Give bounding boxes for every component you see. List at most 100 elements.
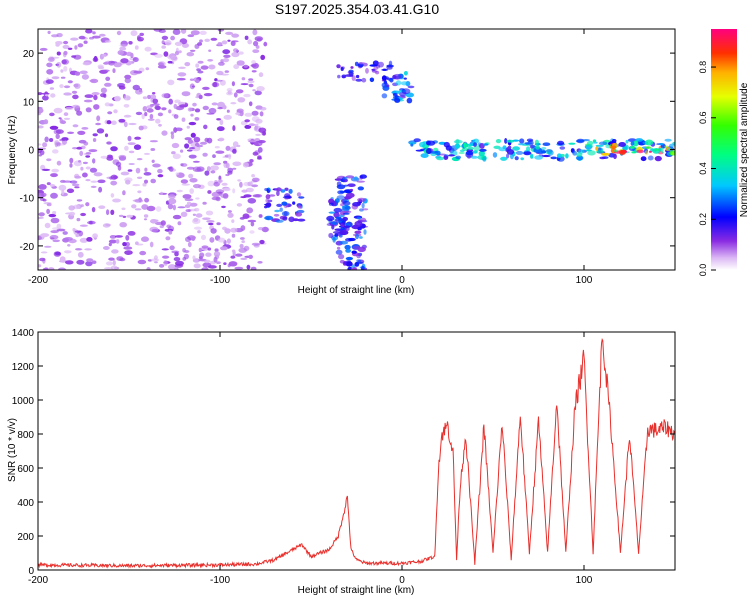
y-tick-label: 10 xyxy=(23,97,35,108)
y-tick-label: 0 xyxy=(28,566,34,577)
spectrogram-cell xyxy=(50,217,60,224)
spectrogram-cell xyxy=(58,267,66,270)
spectrogram-cell xyxy=(81,126,89,130)
spectrogram-cell xyxy=(493,145,501,149)
spectrogram-cell xyxy=(259,106,267,111)
spectrogram-cell xyxy=(359,174,367,179)
spectrogram-cell xyxy=(230,255,236,259)
spectrogram-cell xyxy=(173,267,178,270)
spectrogram-cell xyxy=(104,102,111,107)
spectrogram-cell xyxy=(355,74,360,79)
spectrogram-cell xyxy=(388,60,393,66)
spectrogram-cell xyxy=(174,50,180,56)
spectrogram-cell xyxy=(199,141,208,145)
spectrogram-cell xyxy=(342,178,348,183)
spectrogram-cell xyxy=(114,95,121,102)
spectrogram-cell xyxy=(251,60,256,65)
spectrogram-cell xyxy=(232,148,237,154)
y-tick-label: 800 xyxy=(17,430,34,441)
spectrogram-cell xyxy=(336,184,346,190)
spectrogram-cell xyxy=(157,112,163,117)
spectrogram-cell xyxy=(205,210,214,216)
spectrogram-cell xyxy=(644,150,649,155)
spectrogram-cell xyxy=(518,143,525,146)
spectrogram-cell xyxy=(587,150,596,156)
y-tick-label: 20 xyxy=(23,49,35,60)
spectrogram-cell xyxy=(168,109,172,114)
spectrogram-cell xyxy=(256,86,265,92)
spectrogram-cell xyxy=(69,163,73,168)
spectrogram-cell xyxy=(50,237,55,240)
spectrogram-cell xyxy=(67,80,73,84)
spectrogram-cell xyxy=(39,47,48,51)
spectrogram-cell xyxy=(159,264,165,268)
y-tick-label: 400 xyxy=(17,498,34,509)
spectrogram-cell xyxy=(443,155,449,161)
spectrogram-cell xyxy=(98,66,105,70)
spectrogram-cell xyxy=(355,78,363,82)
spectrogram-cell xyxy=(208,49,212,52)
spectrogram-cell xyxy=(340,227,346,231)
spectrogram-cell xyxy=(65,106,74,111)
spectrogram-cell xyxy=(193,136,201,143)
spectrogram-cell xyxy=(636,149,645,154)
spectrogram-cell xyxy=(168,230,173,235)
x-tick-label: -200 xyxy=(28,575,48,586)
spectrogram-cell xyxy=(190,142,197,147)
spectrogram-cell xyxy=(336,195,345,200)
spectrogram-cell xyxy=(134,45,139,50)
spectrogram-cell xyxy=(176,189,183,193)
spectrogram-cell xyxy=(81,74,89,80)
spectrogram-cell xyxy=(507,145,512,150)
spectrogram-cell xyxy=(199,30,207,35)
spectrogram-cell xyxy=(265,198,270,203)
spectrogram-cell xyxy=(614,149,618,153)
x-tick-label: 100 xyxy=(576,575,593,586)
spectrogram-cell xyxy=(150,94,157,100)
spectrogram-cell xyxy=(408,142,415,145)
spectrogram-cell xyxy=(230,102,237,105)
spectrogram-cell xyxy=(74,175,82,179)
spectrogram-cell xyxy=(326,223,333,226)
spectrogram-cell xyxy=(268,194,276,197)
spectrogram-cell xyxy=(221,182,228,186)
spectrogram-cell xyxy=(193,226,203,230)
spectrogram-cell xyxy=(111,249,119,254)
spectrogram-cell xyxy=(68,205,75,211)
spectrogram-cell xyxy=(352,202,361,207)
spectrogram-cell xyxy=(181,91,191,97)
spectrogram-cell xyxy=(220,246,228,251)
spectrogram-cell xyxy=(53,107,63,114)
spectrogram-cell xyxy=(234,266,244,270)
spectrogram-cell xyxy=(113,109,118,114)
spectrogram-cell xyxy=(225,31,234,35)
spectrogram-cell xyxy=(630,141,635,146)
spectrogram-cell xyxy=(237,97,246,103)
spectrogram-cell xyxy=(163,260,168,266)
spectrogram-cell xyxy=(426,140,436,146)
spectrogram-cell xyxy=(145,67,150,71)
spectrogram-cell xyxy=(75,233,80,238)
spectrogram-cell xyxy=(207,59,214,62)
spectrogram-cell xyxy=(482,156,487,162)
spectrogram-cell xyxy=(331,224,335,230)
spectrogram-cell xyxy=(231,249,236,253)
spectrogram-cell xyxy=(46,182,51,186)
spectrogram-cell xyxy=(592,139,597,143)
spectrogram-cell xyxy=(50,192,58,199)
spectrogram-cell xyxy=(56,228,66,232)
spectrogram-cell xyxy=(235,253,243,257)
spectrogram-cell xyxy=(500,156,508,161)
spectrogram-cell xyxy=(40,251,48,254)
spectrogram-cell xyxy=(355,261,364,265)
spectrogram-cell xyxy=(194,207,200,212)
spectrogram-cell xyxy=(63,112,69,116)
spectrogram-cell xyxy=(192,213,196,216)
spectrogram-cell xyxy=(74,230,82,233)
spectrogram-cell xyxy=(228,261,238,267)
spectrogram-cell xyxy=(169,245,175,251)
spectrogram-cell xyxy=(76,199,83,202)
spectrogram-cell xyxy=(120,58,129,64)
spectrogram-cell xyxy=(181,183,191,186)
spectrogram-cell xyxy=(77,130,86,135)
